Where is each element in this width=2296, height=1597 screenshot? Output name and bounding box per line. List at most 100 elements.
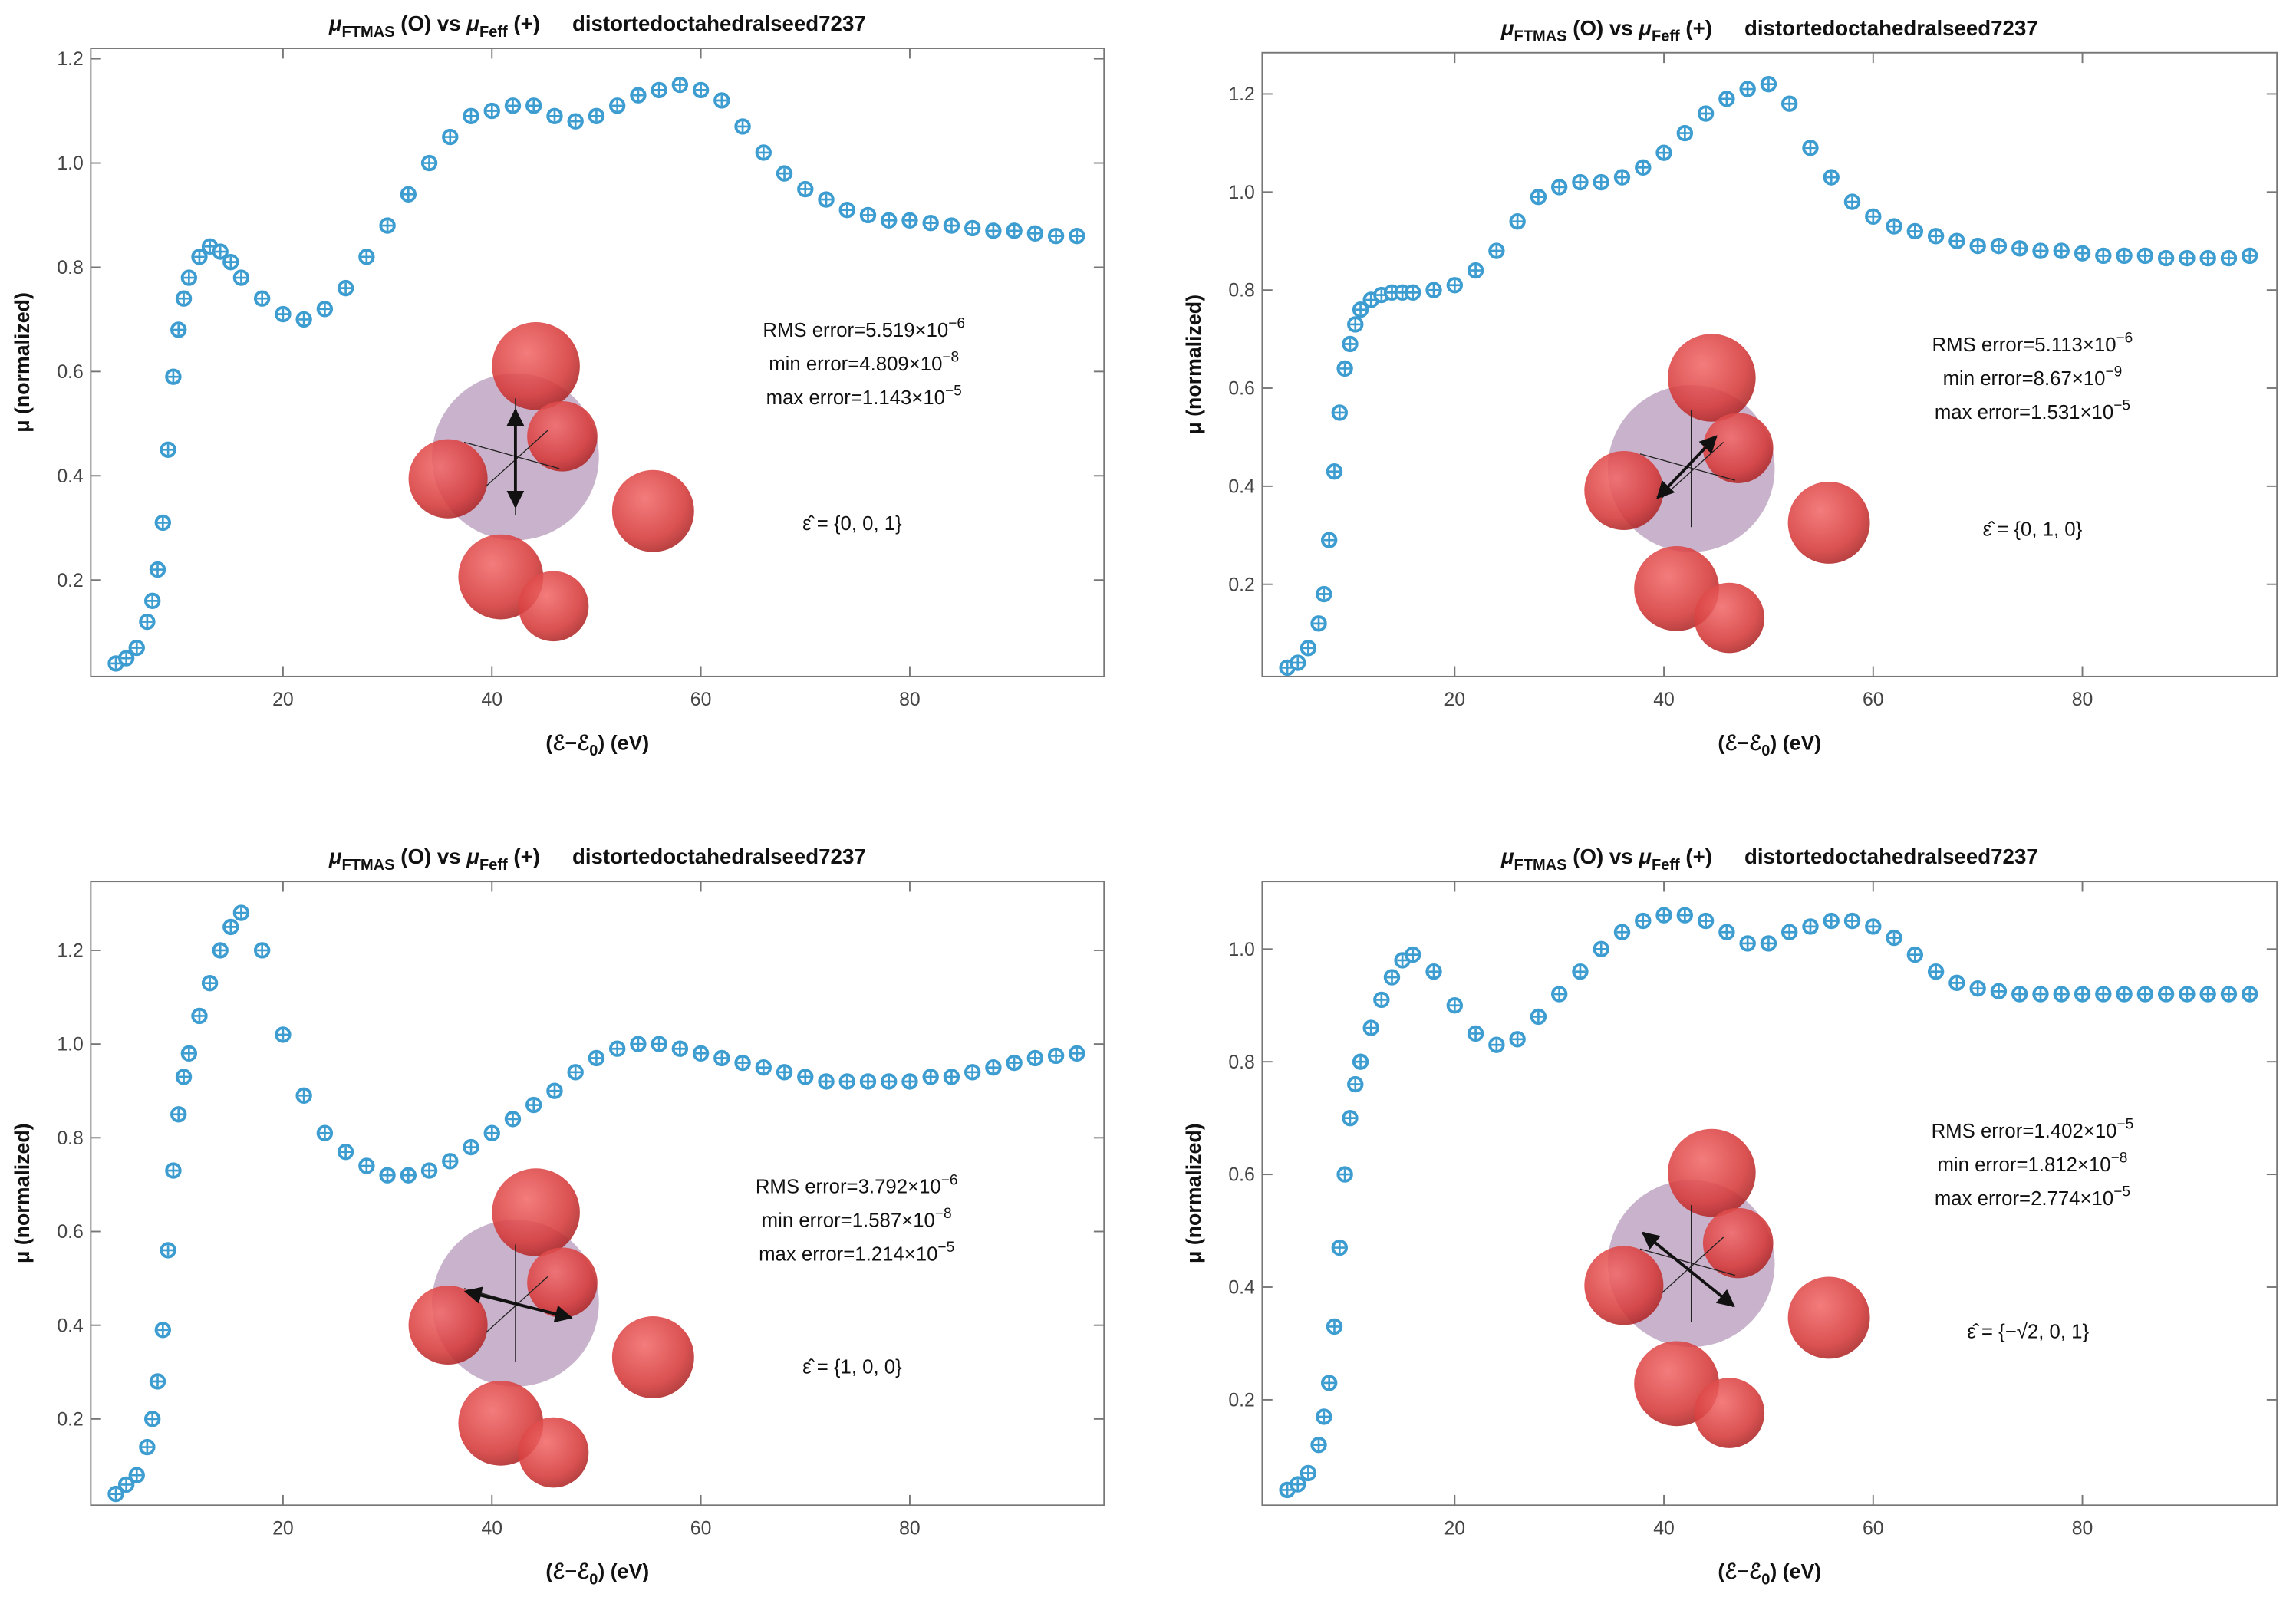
x-tick-label: 80 — [899, 1518, 921, 1539]
feff-point — [758, 1062, 769, 1073]
x-axis-label: (ℰ−ℰ0) (eV) — [1718, 731, 1821, 759]
feff-point — [611, 100, 623, 111]
polarization-label: ε̂ = {0, 0, 1} — [802, 513, 902, 535]
error-annotation: min error=8.67×10−9 — [1943, 364, 2123, 390]
title-part: μ — [328, 845, 342, 868]
title-part: (O) vs — [395, 845, 467, 868]
polarization-label: ε̂ = {−√2, 0, 1} — [1967, 1322, 2089, 1343]
neighbor-atom — [1787, 482, 1870, 564]
plot-frame — [1261, 51, 2278, 677]
y-tick-label: 1.0 — [1228, 183, 1254, 203]
feff-point — [1345, 1112, 1356, 1124]
y-tick-label: 0.2 — [57, 571, 83, 591]
feff-point — [110, 658, 121, 669]
feff-point — [2140, 989, 2151, 999]
neighbor-atom — [1694, 1378, 1765, 1448]
feff-point — [1303, 642, 1314, 654]
feff-point — [2182, 252, 2192, 264]
feff-point — [1993, 986, 2004, 997]
feff-point — [654, 1039, 665, 1049]
feff-point — [1659, 910, 1669, 921]
feff-point — [1323, 1378, 1335, 1388]
feff-point — [2014, 989, 2025, 999]
feff-point — [1318, 1411, 1329, 1422]
feff-point — [120, 653, 132, 663]
title-part: Feff — [479, 857, 508, 874]
annotation-text: min error=8.67×10 — [1943, 368, 2106, 390]
neighbor-atom — [408, 1285, 488, 1365]
feff-point — [215, 945, 226, 956]
feff-point — [821, 194, 832, 205]
feff-point — [1533, 191, 1544, 203]
feff-point — [1491, 245, 1502, 256]
feff-point — [225, 921, 236, 933]
feff-point — [883, 215, 894, 226]
feff-point — [695, 84, 707, 96]
neighbor-atom — [492, 1168, 580, 1256]
y-tick-label: 1.0 — [1228, 940, 1254, 960]
feff-point — [236, 907, 247, 918]
feff-point — [142, 1441, 153, 1453]
feff-point — [1292, 657, 1303, 668]
feff-point — [444, 1155, 456, 1167]
feff-point — [152, 564, 163, 575]
feff-point — [1282, 1484, 1293, 1496]
feff-point — [183, 1048, 195, 1059]
feff-point — [799, 183, 811, 195]
feff-point — [1029, 1052, 1041, 1064]
error-annotation: RMS error=1.402×10−5 — [1932, 1117, 2134, 1142]
annotation-text: min error=1.587×10 — [762, 1210, 935, 1232]
feff-point — [633, 90, 644, 101]
y-axis-label: μ (normalized) — [11, 292, 34, 433]
feff-point — [131, 1470, 143, 1481]
feff-point — [842, 204, 853, 216]
feff-point — [178, 293, 189, 305]
feff-point — [862, 209, 874, 221]
polarization-label: ε̂ = {1, 0, 0} — [802, 1356, 902, 1378]
chart-title: μFTMAS (O) vs μFeff (+) distortedoctahedr… — [328, 845, 866, 874]
feff-point — [1867, 211, 1879, 222]
error-annotation: RMS error=5.519×10−6 — [763, 316, 965, 341]
feff-point — [1397, 955, 1408, 966]
x-label-part: (ℰ−ℰ — [545, 731, 589, 754]
neighbor-atom — [1584, 450, 1664, 531]
feff-point — [737, 121, 748, 132]
feff-point — [591, 1052, 602, 1064]
feff-point — [2160, 989, 2172, 999]
feff-point — [256, 945, 268, 956]
feff-point — [1553, 182, 1565, 193]
molecule-illustration — [408, 1168, 694, 1488]
neighbor-atom — [518, 571, 589, 642]
feff-point — [466, 1141, 476, 1153]
feff-point — [1303, 1467, 1314, 1479]
feff-point — [1428, 285, 1439, 296]
feff-point — [1029, 228, 1041, 239]
x-tick-label: 20 — [1444, 1518, 1466, 1539]
x-axis-label: (ℰ−ℰ0) (eV) — [1718, 1560, 1821, 1589]
feff-point — [1470, 1028, 1481, 1039]
error-annotation: RMS error=3.792×10−6 — [756, 1172, 958, 1197]
neighbor-atom — [527, 401, 598, 472]
feff-point — [1742, 938, 1754, 949]
feff-point — [1428, 966, 1439, 977]
feff-point — [173, 324, 184, 335]
feff-point — [674, 1043, 686, 1055]
title-part: distortedoctahedralseed7237 — [572, 12, 866, 35]
feff-point — [1700, 108, 1711, 119]
feff-point — [1575, 176, 1586, 188]
title-part: μ — [328, 12, 342, 35]
x-label-part: 0 — [589, 743, 598, 759]
feff-point — [549, 110, 560, 122]
x-label-part: ) (eV) — [598, 731, 649, 754]
polarization-label: ε̂ = {0, 1, 0} — [1983, 519, 2083, 541]
annotation-exponent: −5 — [2113, 397, 2130, 413]
neighbor-atom — [492, 321, 580, 410]
feff-point — [2182, 989, 2192, 999]
feff-point — [1826, 172, 1837, 183]
neighbor-atom — [408, 439, 488, 519]
feff-point — [779, 168, 790, 179]
neighbor-atom — [611, 1316, 694, 1398]
feff-point — [1972, 983, 1984, 994]
title-part: μ — [466, 845, 479, 868]
